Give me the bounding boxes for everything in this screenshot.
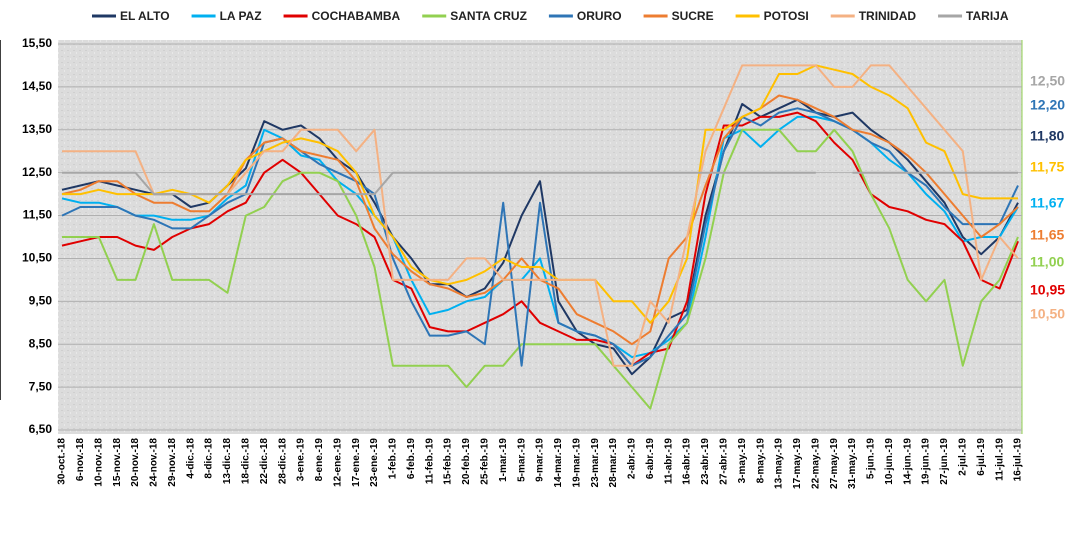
y-tick-label: 13,50 [22, 122, 52, 136]
x-tick-label: 28-mar.-19 [608, 438, 619, 488]
end-label: 11,75 [1030, 159, 1064, 175]
x-tick-label: 29-nov.-18 [167, 438, 178, 487]
x-tick-label: 22-dic.-18 [259, 438, 270, 485]
x-tick-label: 14-mar.-19 [553, 438, 564, 488]
x-tick-label: 3-ene.-19 [296, 438, 307, 482]
x-tick-label: 17-ene.-19 [351, 438, 362, 487]
x-tick-label: 31-may.-19 [847, 438, 858, 489]
x-tick-label: 23-abr.-19 [700, 438, 711, 485]
x-tick-label: 16-abr.-19 [682, 438, 693, 485]
x-tick-label: 27-jun.-19 [939, 438, 950, 485]
end-label: 12,20 [1030, 97, 1065, 113]
plot-area [58, 40, 1022, 434]
series-line [62, 128, 1019, 410]
x-tick-label: 13-dic.-18 [222, 438, 233, 485]
x-tick-label: 16-jul.-19 [1013, 438, 1024, 482]
x-tick-label: 8-dic.-18 [204, 438, 215, 479]
x-tick-label: 27-abr.-19 [718, 438, 729, 485]
series-line [62, 171, 1018, 196]
y-tick-label: 14,50 [22, 79, 52, 93]
x-tick-label: 20-nov.-18 [130, 438, 141, 487]
legend-label: SANTA CRUZ [450, 9, 527, 23]
end-label: 11,80 [1030, 128, 1064, 144]
x-tick-label: 27-may.-19 [829, 438, 840, 489]
y-tick-label: 10,50 [22, 251, 52, 265]
legend-label: ORURO [577, 9, 622, 23]
y-tick-label: 11,50 [23, 208, 53, 222]
end-label: 12,50 [1030, 73, 1065, 89]
end-label: 11,65 [1030, 227, 1064, 243]
x-tick-label: 11-jul.-19 [994, 438, 1005, 481]
x-tick-label: 2-jul.-19 [957, 438, 968, 476]
legend-label: TARIJA [966, 9, 1009, 23]
x-tick-label: 6-feb.-19 [406, 438, 417, 480]
x-tick-label: 8-ene.-19 [314, 438, 325, 482]
legend-label: TRINIDAD [859, 9, 917, 23]
x-tick-label: 5-mar.-19 [516, 438, 527, 482]
x-tick-label: 8-may.-19 [755, 438, 766, 484]
x-tick-label: 20-feb.-19 [461, 438, 472, 485]
x-tick-label: 6-abr.-19 [645, 438, 656, 480]
x-tick-label: 19-jun.-19 [921, 438, 932, 485]
end-label: 11,67 [1030, 195, 1064, 211]
x-tick-label: 5-jun.-19 [866, 438, 877, 480]
x-tick-label: 12-ene.-19 [332, 438, 343, 487]
x-tick-label: 25-feb.-19 [479, 438, 490, 485]
x-tick-label: 15-feb.-19 [443, 438, 454, 485]
x-tick-label: 11-feb.-19 [424, 438, 435, 485]
legend-label: COCHABAMBA [312, 9, 401, 23]
legend-label: SUCRE [672, 9, 714, 23]
x-tick-label: 19-mar.-19 [571, 438, 582, 488]
x-tick-label: 18-dic.-18 [240, 438, 251, 485]
legend-label: POTOSI [764, 9, 809, 23]
x-tick-label: 23-ene.-19 [369, 438, 380, 487]
x-tick-label: 28-dic.-18 [277, 438, 288, 485]
x-tick-label: 13-may.-19 [774, 438, 785, 489]
x-tick-label: 2-abr.-19 [627, 438, 638, 480]
x-tick-label: 24-nov.-18 [149, 438, 160, 487]
x-tick-label: 10-nov.-18 [93, 438, 104, 487]
series-line [61, 111, 1019, 367]
y-tick-label: 12,50 [22, 165, 52, 179]
x-tick-label: 3-may.-19 [737, 438, 748, 484]
x-tick-label: 10-jun.-19 [884, 438, 895, 485]
x-tick-label: 4-dic.-18 [185, 438, 196, 479]
x-tick-label: 23-mar.-19 [590, 438, 601, 488]
x-tick-label: 15-nov.-18 [112, 438, 123, 487]
x-tick-label: 9-mar.-19 [535, 438, 546, 482]
y-tick-label: 15,50 [22, 36, 52, 50]
x-tick-label: 1-feb.-19 [388, 438, 399, 480]
y-tick-label: 9,50 [29, 294, 53, 308]
x-tick-label: 6-nov.-18 [75, 438, 86, 482]
x-tick-label: 14-jun.-19 [902, 438, 913, 485]
x-tick-label: 17-may.-19 [792, 438, 803, 489]
end-label: 11,00 [1030, 254, 1064, 270]
x-tick-label: 1-mar.-19 [498, 438, 509, 482]
end-label: 10,95 [1030, 282, 1065, 298]
series-line [61, 107, 1019, 367]
y-tick-label: 7,50 [29, 379, 53, 393]
x-tick-label: 11-abr.-19 [663, 438, 674, 485]
x-tick-label: 30-oct.-18 [57, 438, 68, 485]
legend-label: LA PAZ [220, 9, 262, 23]
y-tick-label: 6,50 [29, 422, 53, 436]
y-tick-label: 8,50 [29, 336, 53, 350]
legend-label: EL ALTO [120, 9, 170, 23]
x-tick-label: 6-jul.-19 [976, 438, 987, 476]
end-label: 10,50 [1030, 306, 1065, 322]
x-tick-label: 22-may.-19 [810, 438, 821, 489]
